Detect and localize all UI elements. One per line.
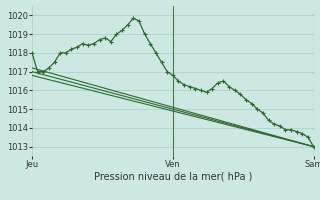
X-axis label: Pression niveau de la mer( hPa ): Pression niveau de la mer( hPa ) <box>94 172 252 182</box>
